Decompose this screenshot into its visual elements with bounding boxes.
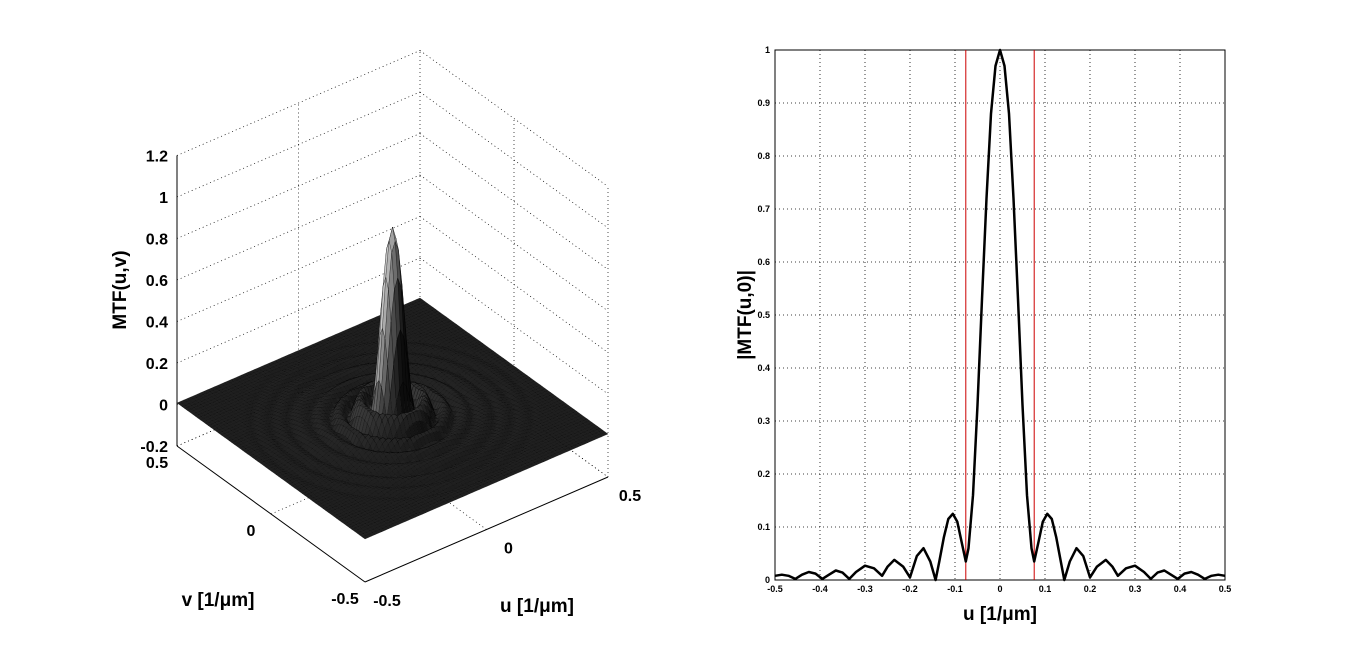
z-gridline xyxy=(419,174,609,312)
z-gridline xyxy=(176,257,421,364)
z-tick-label: 1.2 xyxy=(146,149,168,166)
z-tick-label: 0.8 xyxy=(146,232,168,249)
z-gridline xyxy=(419,50,609,187)
z-gridline xyxy=(176,133,421,239)
surface-plot: -0.200.20.40.60.811.20.50-0.5 -0.500.5 xyxy=(140,50,641,610)
z-tick-label: 0.2 xyxy=(146,356,168,373)
z-tick-label: 0 xyxy=(159,398,168,415)
z-tick-label: -0.2 xyxy=(140,439,168,456)
z-gridline xyxy=(176,174,421,281)
z-gridline xyxy=(419,133,609,270)
z-tick-label: 0.6 xyxy=(146,273,168,290)
z-tick-label: 1 xyxy=(159,190,168,207)
z-gridline xyxy=(419,257,609,395)
z-tick-label: 0.4 xyxy=(146,315,168,332)
z-gridline xyxy=(176,50,421,156)
